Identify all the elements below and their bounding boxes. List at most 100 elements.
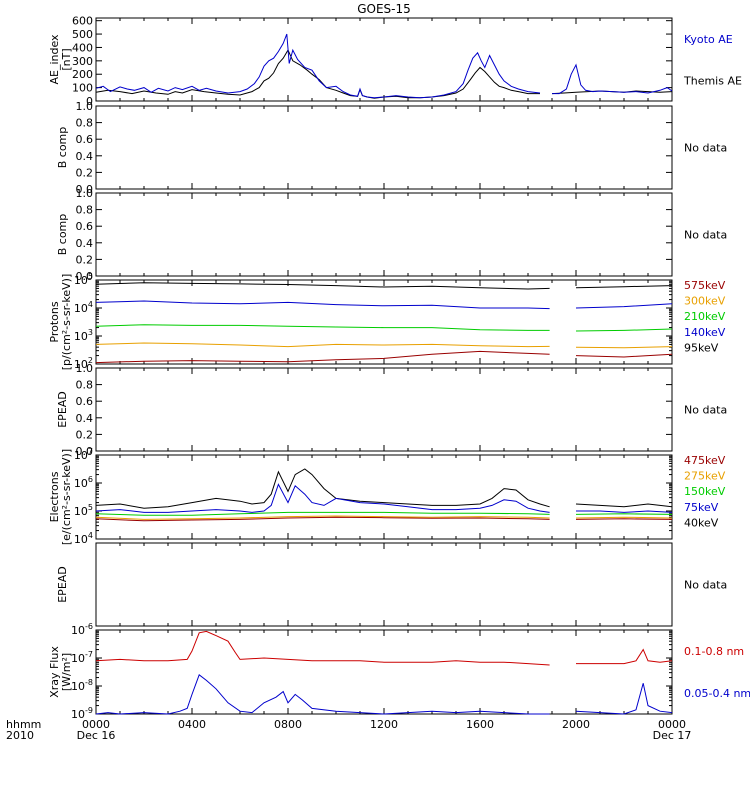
y-axis-label: EPEAD [56,566,69,603]
series-line-40kev [95,468,673,509]
x-date-label: Dec 17 [653,729,692,742]
y-tick-label: 0.2 [76,166,94,179]
panel-frame [95,279,673,365]
y-tick-label: 500 [72,28,93,41]
y-tick-label: 107 [74,447,93,462]
x-tick-label: 0000 [658,718,686,731]
y-tick-label: 10-8 [71,678,93,693]
x-axis-hhmm-label: hhmm [6,718,41,731]
series-line-95kev [95,282,673,290]
panel-frame [95,542,673,627]
x-tick-label: 1200 [370,718,398,731]
x-tick-label: 0000 [82,718,110,731]
series-label: 300keV [684,295,726,308]
series-label: No data [684,579,727,592]
panel-frame [95,629,673,715]
y-axis-label: [nT] [60,48,73,70]
y-tick-label: 1.0 [76,187,94,200]
series-label: No data [684,142,727,155]
y-tick-label: 10-9 [71,706,93,721]
y-tick-label: 106 [74,475,93,490]
y-tick-label: 0.4 [76,237,94,250]
series-line-themis-ae [95,49,673,99]
series-label: 210keV [684,310,726,323]
y-tick-label: 0 [86,95,93,108]
series-line-150kev [95,511,673,516]
series-label: 575keV [684,279,726,292]
series-line-575kev [95,350,673,364]
series-label: 40keV [684,516,719,529]
series-line-kyoto-ae [95,33,673,99]
y-tick-label: 600 [72,15,93,28]
y-tick-label: 1.0 [76,100,94,113]
panel-epead2: EPEAD No data [56,542,727,627]
y-tick-label: 0.0 [76,445,94,458]
y-tick-label: 10-7 [71,650,93,665]
y-tick-label: 200 [72,68,93,81]
series-label: 95keV [684,341,719,354]
series-label: 0.05-0.4 nm [684,687,750,700]
series-line-0-05-0-4-nm [95,673,673,715]
x-axis-year-label: 2010 [6,729,34,742]
series-line-275kev [95,515,673,520]
x-tick-label: 0400 [178,718,206,731]
y-axis-label: AE_index [48,34,61,85]
y-tick-label: 10-6 [71,622,93,637]
panel-frame [95,105,673,190]
series-label: 275keV [684,470,726,483]
y-axis-label: Xray Flux [48,646,61,698]
series-label: No data [684,404,727,417]
chart-title: GOES-15 [357,2,411,16]
x-tick-label: 0800 [274,718,302,731]
y-tick-label: 102 [74,356,93,371]
y-tick-label: 0.8 [76,117,94,130]
y-axis-label: [p/(cm²-s-sr-keV)] [60,274,73,371]
y-axis-label: B comp [56,127,69,169]
y-tick-label: 0.2 [76,253,94,266]
y-tick-label: 0.6 [76,133,94,146]
series-label: Kyoto AE [684,33,733,46]
y-tick-label: 0.4 [76,150,94,163]
series-label: 0.1-0.8 nm [684,645,744,658]
series-line-75kev [95,483,673,513]
y-tick-label: 0.0 [76,270,94,283]
y-axis-label: Electrons [48,471,61,522]
y-axis-label: [e/(cm²-s-sr-keV)] [60,449,73,545]
panel-protons: 102 103 104 105 Protons [p/(cm²-s-sr-keV)] 575… [48,272,726,371]
series-line-300kev [95,342,673,349]
x-tick-label: 1600 [466,718,494,731]
y-tick-label: 104 [74,531,93,546]
series-line-140kev [95,300,673,310]
y-tick-label: 0.6 [76,220,94,233]
panel-bcomp2: 0.0 0.2 0.4 0.6 0.8 1.0 B comp No data [56,187,727,283]
series-label: 475keV [684,454,726,467]
y-tick-label: 400 [72,41,93,54]
panel-frame [95,367,673,452]
y-tick-label: 103 [74,328,93,343]
y-tick-label: 105 [74,272,93,287]
y-axis-label: EPEAD [56,391,69,428]
series-line-475kev [95,516,673,522]
panel-frame [95,192,673,277]
y-tick-label: 105 [74,503,93,518]
series-line-0-1-0-8-nm [95,630,673,666]
y-axis-label: [W/m²] [60,653,73,691]
series-line-210kev [95,324,673,332]
y-tick-label: 0.4 [76,412,94,425]
series-label: 75keV [684,501,719,514]
panel-bcomp1: 0.0 0.2 0.4 0.6 0.8 1.0 B comp No data [56,100,727,196]
y-tick-label: 0.8 [76,379,94,392]
y-tick-label: 104 [74,300,93,315]
x-tick-label: 2000 [562,718,590,731]
y-tick-label: 0.2 [76,428,94,441]
y-tick-label: 0.8 [76,204,94,217]
series-label: Themis AE [683,74,742,87]
y-tick-label: 0.6 [76,395,94,408]
y-tick-label: 0.0 [76,183,94,196]
panel-electrons: 104 105 106 107 Electrons [e/(cm²-s-sr-keV)] 4… [48,447,726,546]
